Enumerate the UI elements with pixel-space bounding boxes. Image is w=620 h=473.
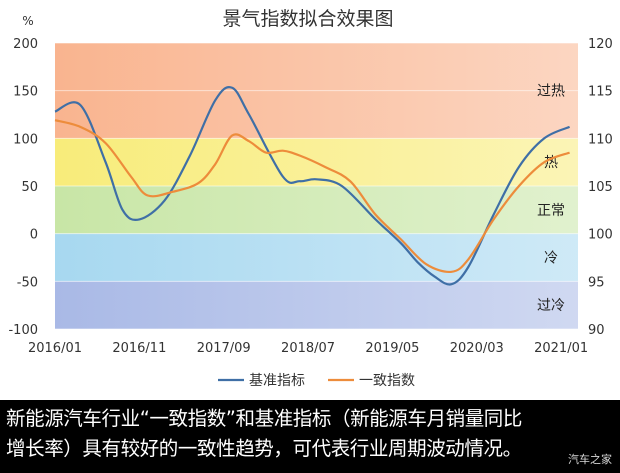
x-tick: 2019/05 (365, 341, 419, 356)
y-tick-right: 115 (588, 85, 613, 100)
y-tick-right: 90 (588, 323, 605, 338)
series-line-2 (54, 119, 570, 274)
series-line-1 (54, 86, 571, 286)
x-tick: 2016/11 (112, 341, 166, 356)
band-label: 过冷 (537, 298, 565, 314)
band-label: 正常 (537, 203, 565, 219)
y-tick-left: 200 (13, 37, 38, 52)
caption-line-2: 增长率）具有较好的一致性趋势，可代表行业周期波动情况。 (6, 437, 522, 460)
y-tick-right: 95 (588, 275, 605, 290)
legend-label: 一致指数 (359, 373, 415, 389)
y-tick-left: 100 (13, 132, 38, 147)
x-tick: 2020/03 (450, 341, 504, 356)
y-tick-left: -50 (17, 275, 38, 290)
watermark: 汽车之家 (568, 453, 612, 466)
band-label: 冷 (544, 251, 558, 267)
band-2 (55, 186, 578, 234)
y-tick-right: 100 (588, 228, 613, 243)
caption-line-1: 新能源汽车行业“一致指数”和基准指标（新能源车月销量同比 (6, 407, 523, 430)
y-tick-right: 110 (588, 132, 613, 147)
band-3 (55, 233, 578, 282)
caption: 新能源汽车行业“一致指数”和基准指标（新能源车月销量同比 增长率）具有较好的一致… (0, 400, 620, 473)
y-tick-left: 150 (13, 85, 38, 100)
chart-title: 景气指数拟合效果图 (222, 8, 393, 30)
x-tick: 2017/09 (197, 341, 251, 356)
y-tick-left: 0 (30, 228, 38, 243)
x-tick: 2016/01 (28, 341, 82, 356)
chart-svg: 过热热正常冷过冷景气指数拟合效果图%-100-50050100150200909… (8, 8, 613, 389)
left-axis-unit: % (22, 14, 33, 28)
y-tick-right: 105 (588, 180, 613, 195)
y-tick-left: -100 (8, 323, 38, 338)
legend-label: 基准指标 (249, 372, 305, 389)
chart: 过热热正常冷过冷 景气指数拟合效果图% -100 -50 0 50 100 150 200 90 9… (8, 8, 613, 389)
y-tick-left: 50 (21, 180, 38, 195)
band-label: 过热 (537, 84, 565, 100)
y-tick-right: 120 (588, 37, 613, 52)
x-tick: 2021/01 (534, 341, 588, 356)
band-4 (55, 281, 578, 329)
x-tick: 2018/07 (281, 341, 335, 356)
